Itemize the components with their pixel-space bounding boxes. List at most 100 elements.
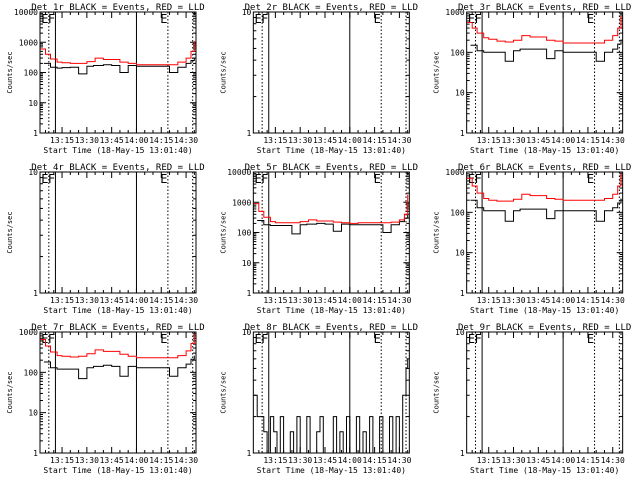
x-tick-label: 14:00 xyxy=(124,296,148,305)
panel-title: Det 9r BLACK = Events, RED = LLD xyxy=(458,323,631,333)
detector-panel-7: Det 7r BLACK = Events, RED = LLD Counts/s… xyxy=(6,323,205,475)
x-tick-label: 14:15 xyxy=(576,296,600,305)
x-tick-label: 13:15 xyxy=(477,456,501,465)
x-tick-label: 13:15 xyxy=(50,456,74,465)
x-tick-label: 13:30 xyxy=(288,136,312,145)
x-tick-label: 14:00 xyxy=(124,456,148,465)
series-line-events xyxy=(43,58,195,75)
plot-frame xyxy=(252,11,410,134)
time-marker-label: E xyxy=(255,172,262,186)
time-marker-label: E xyxy=(160,172,167,186)
y-axis-label: Counts/sec xyxy=(219,211,227,253)
x-tick-label: 14:15 xyxy=(576,456,600,465)
x-axis-label: Start Time (18-May-15 13:01:40) xyxy=(470,466,619,475)
detector-panel-5: Det 5r BLACK = Events, RED = LLD Counts/s… xyxy=(219,163,418,315)
x-tick-label: 14:15 xyxy=(149,296,173,305)
time-marker-label: E xyxy=(468,332,475,346)
series-line-events xyxy=(43,355,195,380)
panel-title: Det 5r BLACK = Events, RED = LLD xyxy=(245,163,418,173)
series-line-lld xyxy=(467,15,622,44)
y-tick-label: 100 xyxy=(450,48,465,57)
time-marker-label: E xyxy=(160,332,167,346)
y-tick-label: 1000 xyxy=(232,198,251,207)
x-tick-label: 14:00 xyxy=(551,456,575,465)
x-tick-label: 14:00 xyxy=(338,296,362,305)
series-line-lld xyxy=(40,41,195,66)
y-tick-label: 10 xyxy=(455,89,465,98)
x-axis-label: Start Time (18-May-15 13:01:40) xyxy=(470,306,619,315)
detector-panel-4: Det 4r BLACK = Events, RED = LLD Counts/s… xyxy=(6,163,205,315)
x-tick-label: 14:30 xyxy=(174,136,198,145)
panel-title: Det 1r BLACK = Events, RED = LLD xyxy=(31,3,204,13)
y-tick-label: 1 xyxy=(460,449,465,458)
plot-frame xyxy=(466,171,624,294)
y-axis-label: Counts/sec xyxy=(433,211,441,253)
y-axis-label: Counts/sec xyxy=(433,371,441,413)
x-tick-label: 13:15 xyxy=(477,136,501,145)
y-tick-label: 1000 xyxy=(19,38,38,47)
time-marker-label: F xyxy=(261,12,268,26)
x-tick-label: 13:45 xyxy=(313,136,337,145)
x-tick-label: 14:15 xyxy=(576,136,600,145)
x-tick-label: 13:30 xyxy=(75,136,99,145)
y-tick-label: 100 xyxy=(24,69,39,78)
time-marker-label: E xyxy=(374,172,381,186)
x-tick-label: 13:15 xyxy=(50,296,74,305)
y-tick-label: 1000 xyxy=(445,8,464,17)
time-marker-label: E xyxy=(374,12,381,26)
series-line-lld xyxy=(253,194,409,224)
y-axis-label: Counts/sec xyxy=(6,51,14,93)
plot-frame xyxy=(466,331,624,454)
y-axis-label: Counts/sec xyxy=(219,371,227,413)
time-marker-label: E xyxy=(587,332,594,346)
detector-panel-8: Det 8r BLACK = Events, RED = LLD Counts/s… xyxy=(219,323,418,475)
x-tick-label: 13:15 xyxy=(50,136,74,145)
y-tick-label: 10000 xyxy=(227,168,251,177)
x-tick-label: 14:00 xyxy=(338,456,362,465)
x-tick-label: 14:30 xyxy=(174,296,198,305)
x-tick-label: 14:30 xyxy=(601,296,625,305)
y-tick-label: 1 xyxy=(460,129,465,138)
panel-title: Det 8r BLACK = Events, RED = LLD xyxy=(245,323,418,333)
y-tick-label: 10000 xyxy=(14,8,38,17)
detector-panel-6: Det 6r BLACK = Events, RED = LLD Counts/s… xyxy=(433,163,632,315)
x-tick-label: 13:45 xyxy=(313,456,337,465)
detector-panel-3: Det 3r BLACK = Events, RED = LLD Counts/s… xyxy=(433,3,632,155)
series-line-lld xyxy=(467,173,622,202)
time-marker-label: E xyxy=(587,12,594,26)
x-tick-label: 13:30 xyxy=(501,456,525,465)
plot-frame xyxy=(466,11,624,134)
y-tick-label: 1 xyxy=(33,449,38,458)
x-tick-label: 13:45 xyxy=(526,136,550,145)
series-line-events xyxy=(470,198,622,222)
panel-title: Det 7r BLACK = Events, RED = LLD xyxy=(31,323,204,333)
x-tick-label: 14:15 xyxy=(363,456,387,465)
time-marker-label: E xyxy=(374,332,381,346)
y-axis-label: Counts/sec xyxy=(219,51,227,93)
y-tick-label: 100 xyxy=(450,208,465,217)
y-tick-label: 10 xyxy=(242,259,252,268)
y-tick-label: 1 xyxy=(247,449,252,458)
y-tick-label: 1000 xyxy=(19,328,38,337)
x-tick-label: 13:30 xyxy=(288,296,312,305)
x-axis-label: Start Time (18-May-15 13:01:40) xyxy=(43,306,192,315)
x-axis-label: Start Time (18-May-15 13:01:40) xyxy=(257,466,406,475)
x-tick-label: 14:00 xyxy=(124,136,148,145)
x-tick-label: 13:30 xyxy=(288,456,312,465)
y-axis-label: Counts/sec xyxy=(6,371,14,413)
y-axis-label: Counts/sec xyxy=(6,211,14,253)
time-marker-label: E xyxy=(41,12,48,26)
time-marker-label: E xyxy=(587,172,594,186)
x-tick-label: 13:45 xyxy=(313,296,337,305)
x-tick-label: 14:30 xyxy=(387,136,411,145)
detector-panel-2: Det 2r BLACK = Events, RED = LLD Counts/s… xyxy=(219,3,418,155)
x-tick-label: 14:00 xyxy=(338,136,362,145)
y-tick-label: 1 xyxy=(460,289,465,298)
time-marker-label: F xyxy=(48,172,55,186)
x-tick-label: 13:30 xyxy=(501,136,525,145)
x-axis-label: Start Time (18-May-15 13:01:40) xyxy=(257,306,406,315)
x-axis-label: Start Time (18-May-15 13:01:40) xyxy=(470,146,619,155)
x-tick-label: 13:15 xyxy=(263,456,287,465)
x-tick-label: 14:15 xyxy=(363,136,387,145)
